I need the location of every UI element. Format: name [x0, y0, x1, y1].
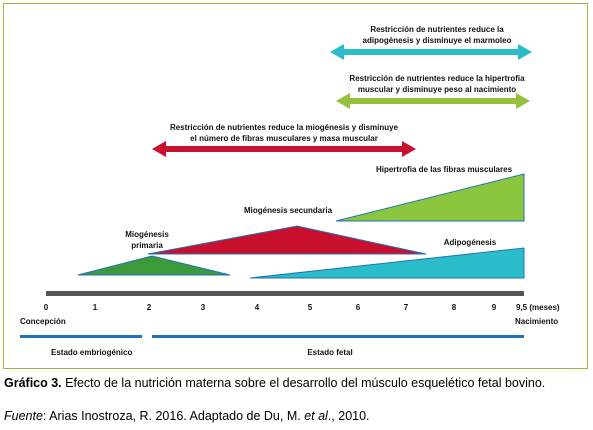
secondary-myogenesis-label: Miogénesis secundaria — [244, 206, 333, 215]
source-text-a: : Arias Inostroza, R. 2016. Adaptado de … — [42, 409, 305, 423]
fiber-hypertrophy-wedge — [335, 173, 525, 222]
figure-frame — [3, 3, 588, 369]
tick-label: 1 — [93, 303, 98, 312]
caption-text: Efecto de la nutrición materna sobre el … — [61, 376, 546, 390]
tick-label: 9,5 (meses) — [516, 303, 560, 312]
primary-myogenesis-triangle — [77, 255, 231, 276]
fiber-hypertrophy-label: Hipertrofia de las fibras musculares — [376, 165, 513, 174]
primary-myogenesis-phase: Miogénesis primaria — [77, 230, 231, 276]
birth-label: Nacimiento — [515, 317, 558, 326]
tick-label: 6 — [356, 303, 361, 312]
fiber-hypertrophy-phase: Hipertrofia de las fibras musculares — [335, 165, 525, 222]
adipogenesis-arrow-label-1: Restricción de nutrientes reduce la — [370, 25, 504, 34]
embryonic-stage-line — [20, 335, 142, 338]
adipogenesis-label: Adipogénesis — [444, 238, 497, 247]
myogenesis-restriction-arrow: Restricción de nutrientes reduce la miog… — [152, 123, 416, 157]
source-label: Fuente — [4, 409, 43, 423]
caption-label: Gráfico 3. — [4, 376, 62, 390]
myogenesis-arrow-label-1: Restricción de nutrientes reduce la miog… — [170, 123, 399, 132]
fetal-stage-line — [152, 335, 524, 338]
tick-label: 2 — [147, 303, 152, 312]
adipogenesis-wedge — [249, 247, 525, 279]
tick-label: 9 — [492, 303, 497, 312]
primary-myogenesis-label-1: Miogénesis — [125, 230, 169, 239]
tick-label: 4 — [255, 303, 260, 312]
tick-label: 3 — [201, 303, 206, 312]
figure-source: Fuente: Arias Inostroza, R. 2016. Adapta… — [4, 409, 589, 424]
secondary-myogenesis-triangle — [147, 225, 427, 255]
fetal-stage-label: Estado fetal — [307, 348, 352, 357]
timeline-bar — [46, 291, 524, 296]
secondary-myogenesis-phase: Miogénesis secundaria — [147, 206, 427, 255]
adipogenesis-phase: Adipogénesis — [249, 238, 525, 279]
hypertrophy-arrow-shape — [336, 93, 530, 109]
hypertrophy-arrow-label-1: Restricción de nutrientes reduce la hipe… — [349, 74, 525, 83]
myogenesis-arrow-shape — [152, 141, 416, 157]
adipogenesis-arrow-shape — [330, 44, 532, 60]
tick-label: 5 — [308, 303, 313, 312]
tick-label: 0 — [44, 303, 49, 312]
primary-myogenesis-label-2: primaria — [131, 241, 163, 250]
myogenesis-arrow-label-2: el número de fibras musculares y masa mu… — [190, 134, 378, 143]
conception-label: Concepción — [20, 317, 66, 326]
development-stages: Estado embriogénico Estado fetal — [20, 335, 524, 357]
hypertrophy-arrow-label-2: muscular y disminuye peso al nacimiento — [358, 85, 516, 94]
tick-label: 7 — [404, 303, 409, 312]
adipogenesis-restriction-arrow: Restricción de nutrientes reduce la adip… — [330, 25, 532, 60]
adipogenesis-arrow-label-2: adipogénesis y disminuye el marmoleo — [363, 36, 512, 45]
figure-caption: Gráfico 3. Efecto de la nutrición matern… — [4, 376, 589, 391]
hypertrophy-restriction-arrow: Restricción de nutrientes reduce la hipe… — [336, 74, 530, 109]
embryonic-stage-label: Estado embriogénico — [51, 348, 132, 357]
tick-label: 8 — [452, 303, 457, 312]
timeline-ticks: 0 1 2 3 4 5 6 7 8 9 9,5 (meses) — [44, 303, 560, 312]
source-etal: et al — [304, 409, 328, 423]
timeline-axis: 0 1 2 3 4 5 6 7 8 9 9,5 (meses) Concepción Nacimie… — [20, 291, 560, 326]
source-text-b: ., 2010. — [327, 409, 370, 423]
